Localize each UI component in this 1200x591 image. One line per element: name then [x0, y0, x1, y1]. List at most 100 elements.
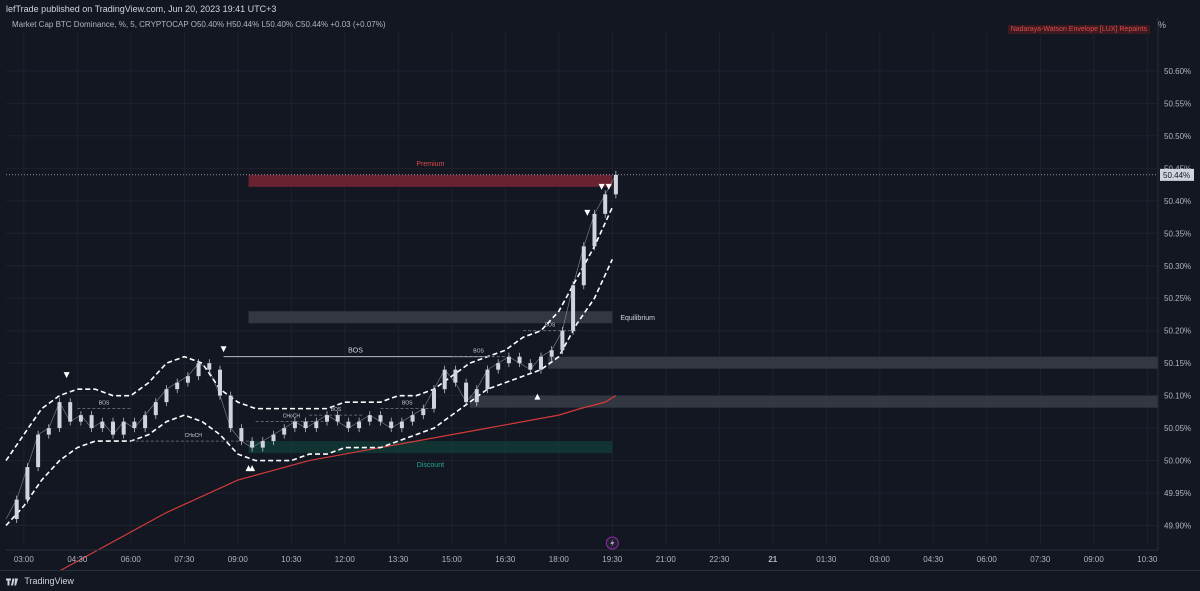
candle-body: [378, 415, 383, 422]
symbol-legend: Market Cap BTC Dominance, %, 5, CRYPTOCA…: [12, 20, 386, 29]
structure-label: CHoCH: [283, 414, 301, 420]
x-tick-label: 19:30: [602, 555, 623, 564]
marker-up-icon: [249, 465, 256, 472]
grid-layer: [6, 32, 1158, 545]
marker-down-icon: [598, 183, 605, 190]
candle-body: [57, 402, 62, 429]
structure-label: BOS: [99, 401, 110, 407]
x-tick-label: 10:30: [1137, 555, 1158, 564]
structure-label: BOS: [545, 323, 556, 329]
price-chart[interactable]: Premium Equilibrium Discount BOS CHoCH BOS CH…: [0, 0, 1200, 570]
structure-label: CHoCH: [185, 433, 203, 439]
candle-body: [153, 402, 158, 416]
zone-equilibrium: [248, 311, 613, 324]
x-tick-label: 04:30: [67, 555, 88, 564]
zone-equilibrium: [548, 356, 1158, 369]
candle-body: [303, 421, 308, 429]
candle-body: [346, 421, 351, 429]
candle-body: [239, 428, 244, 442]
x-tick-label: 21: [768, 555, 777, 564]
y-tick-label: 50.10%: [1164, 392, 1191, 401]
candle-body: [389, 421, 394, 429]
marker-down-icon: [584, 209, 591, 216]
indicator-badge[interactable]: Nadaraya-Watson Envelope [LUX] Repaints: [1007, 25, 1150, 34]
zone-discount: [248, 441, 613, 454]
lightning-glyph: [610, 539, 615, 547]
y-tick-label: 50.15%: [1164, 359, 1191, 368]
candle-body: [260, 441, 265, 448]
y-tick-label: 50.35%: [1164, 229, 1191, 238]
candle-body: [164, 389, 169, 403]
candle-body: [228, 395, 233, 429]
candle-body: [46, 428, 51, 435]
candle-body: [603, 194, 608, 214]
candle-body: [613, 174, 618, 195]
x-tick-label: 21:00: [656, 555, 677, 564]
structure-layer: BOS CHoCH BOS CHoCH BOS BOS BOS BOS: [77, 323, 577, 442]
x-tick-label: 06:00: [977, 555, 998, 564]
x-tick-label: 09:00: [228, 555, 249, 564]
current-price-badge: [1160, 168, 1194, 181]
x-tick-label: 03:00: [14, 555, 35, 564]
candle-body: [78, 415, 83, 422]
x-tick-label: 04:30: [923, 555, 944, 564]
candle-body: [592, 213, 597, 247]
ma-series-line: [60, 395, 617, 570]
candle-body: [196, 363, 201, 377]
candle-body: [185, 376, 190, 383]
ma-layer: [60, 395, 617, 570]
y-tick-label: 50.60%: [1164, 67, 1191, 76]
x-tick-label: 12:00: [335, 555, 356, 564]
candle-body: [100, 421, 105, 429]
marker-layer: [63, 183, 612, 472]
marker-down-icon: [220, 346, 227, 353]
candle-body: [517, 356, 522, 364]
zone-label: Equilibrium: [620, 315, 655, 322]
y-tick-label: 50.50%: [1164, 132, 1191, 141]
candle-body: [314, 421, 319, 429]
candle-body: [68, 402, 73, 422]
candle-body: [442, 369, 447, 390]
envelope-upper-line: [5, 206, 614, 462]
candle-body: [485, 369, 490, 390]
candle-body: [571, 285, 576, 331]
structure-label: BOS: [348, 348, 363, 355]
x-tick-label: 07:30: [174, 555, 195, 564]
candle-body: [121, 421, 126, 435]
zone-label: Discount: [417, 462, 444, 469]
candle-body: [207, 363, 212, 370]
candle-body: [421, 408, 426, 416]
y-tick-label: 50.30%: [1164, 262, 1191, 271]
candle-body: [496, 363, 501, 370]
footer-bar: TradingView: [0, 570, 1200, 591]
x-tick-label: 22:30: [709, 555, 730, 564]
candle-body: [549, 350, 554, 357]
axis-unit-label: %: [1157, 20, 1166, 30]
y-tick-label: 49.95%: [1164, 489, 1191, 498]
zone-premium: [248, 174, 613, 187]
candle-body: [538, 356, 543, 370]
y-tick-label: 50.25%: [1164, 294, 1191, 303]
tradingview-logo-icon[interactable]: [6, 578, 18, 586]
x-tick-label: 15:00: [442, 555, 463, 564]
axis-layer: 50.60%50.55%50.50%50.45%50.40%50.35%50.3…: [6, 18, 1194, 564]
publisher-line: lefTrade published on TradingView.com, J…: [6, 4, 277, 14]
candle-body: [175, 382, 180, 390]
brand-label[interactable]: TradingView: [24, 576, 74, 586]
candle-body: [453, 369, 458, 383]
candle-body: [581, 246, 586, 286]
structure-label: BOS: [473, 349, 484, 355]
x-tick-label: 18:00: [549, 555, 570, 564]
y-tick-label: 50.05%: [1164, 424, 1191, 433]
y-tick-label: 50.00%: [1164, 457, 1191, 466]
marker-up-icon: [534, 393, 541, 400]
envelope-lower-line: [5, 258, 614, 527]
x-tick-label: 13:30: [388, 555, 409, 564]
candle-body: [474, 389, 479, 403]
price-layer: [5, 170, 618, 524]
marker-down-icon: [63, 372, 70, 379]
candle-body: [560, 330, 565, 351]
candle-body: [410, 415, 415, 422]
candle-body: [14, 499, 19, 520]
price-line: [5, 174, 617, 520]
